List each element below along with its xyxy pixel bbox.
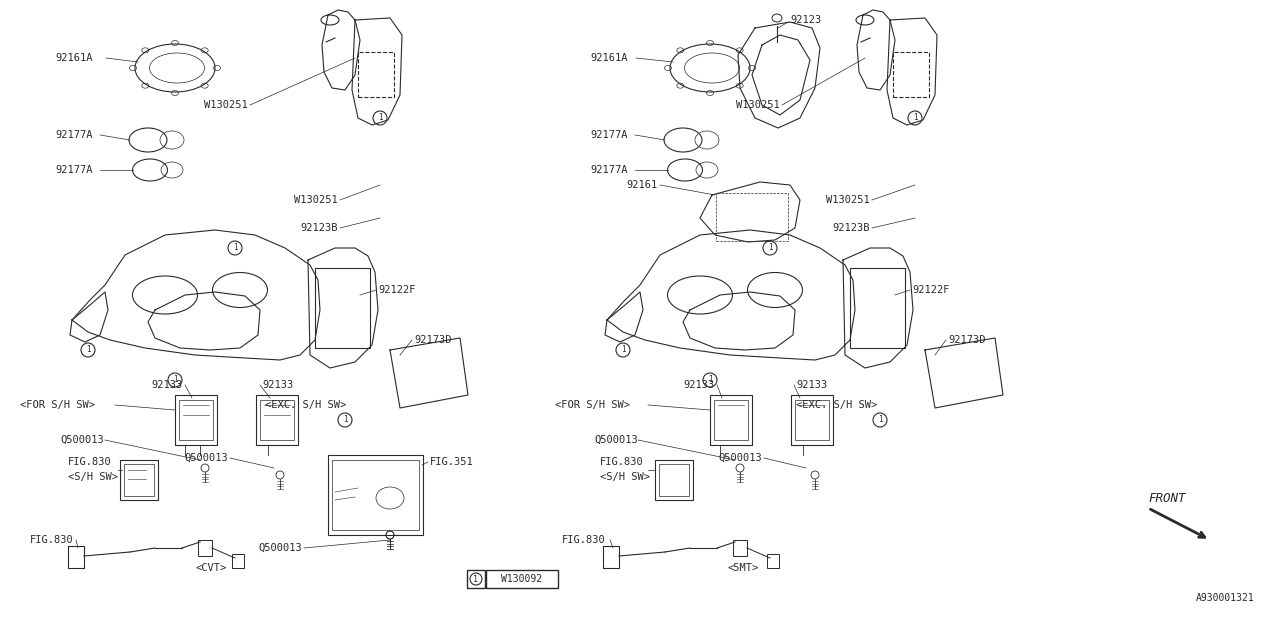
Text: W130251: W130251: [827, 195, 870, 205]
Bar: [260, 400, 294, 440]
Text: FIG.830: FIG.830: [29, 535, 74, 545]
Bar: [179, 400, 212, 440]
Text: 92161: 92161: [627, 180, 658, 190]
Text: FRONT: FRONT: [1148, 492, 1185, 504]
Bar: [655, 460, 692, 500]
Bar: [124, 464, 154, 496]
Text: 1: 1: [474, 575, 479, 584]
Text: 1: 1: [708, 376, 712, 385]
Text: 92161A: 92161A: [590, 53, 627, 63]
Text: <EXC. S/H SW>: <EXC. S/H SW>: [796, 400, 877, 410]
Text: 92133: 92133: [152, 380, 183, 390]
Bar: [714, 400, 748, 440]
Bar: [358, 52, 394, 97]
Text: Q500013: Q500013: [259, 543, 302, 553]
Text: Q500013: Q500013: [60, 435, 104, 445]
Text: 92173D: 92173D: [413, 335, 452, 345]
Text: <5MT>: <5MT>: [728, 563, 759, 573]
Bar: [795, 400, 829, 440]
Bar: [332, 460, 419, 530]
Text: 92177A: 92177A: [55, 130, 92, 140]
Bar: [791, 395, 833, 445]
Text: A930001321: A930001321: [1197, 593, 1254, 603]
Text: FIG.830: FIG.830: [562, 535, 605, 545]
Text: 92173D: 92173D: [948, 335, 986, 345]
Bar: [232, 554, 244, 568]
Text: <EXC. S/H SW>: <EXC. S/H SW>: [265, 400, 347, 410]
Text: <FOR S/H SW>: <FOR S/H SW>: [556, 400, 630, 410]
Text: 92122F: 92122F: [378, 285, 416, 295]
Text: Q500013: Q500013: [718, 453, 762, 463]
Text: 1: 1: [378, 113, 383, 122]
Text: 92133: 92133: [684, 380, 716, 390]
Bar: [659, 464, 689, 496]
Text: 1: 1: [233, 243, 237, 253]
Bar: [467, 570, 485, 588]
Bar: [710, 395, 753, 445]
Text: FIG.830: FIG.830: [600, 457, 644, 467]
Text: 1: 1: [621, 346, 626, 355]
Bar: [256, 395, 298, 445]
Text: <S/H SW>: <S/H SW>: [68, 472, 118, 482]
Bar: [120, 460, 157, 500]
Text: W130251: W130251: [736, 100, 780, 110]
Text: 92122F: 92122F: [911, 285, 950, 295]
Bar: [850, 268, 905, 348]
Bar: [893, 52, 929, 97]
Bar: [315, 268, 370, 348]
Text: 92123B: 92123B: [301, 223, 338, 233]
Text: 1: 1: [878, 415, 882, 424]
Bar: [486, 570, 558, 588]
Bar: [198, 540, 212, 556]
Text: FIG.351: FIG.351: [430, 457, 474, 467]
Bar: [767, 554, 780, 568]
Text: 92133: 92133: [262, 380, 293, 390]
Text: Q500013: Q500013: [184, 453, 228, 463]
Text: W130251: W130251: [205, 100, 248, 110]
Bar: [733, 540, 748, 556]
Text: 92161A: 92161A: [55, 53, 92, 63]
Bar: [175, 395, 218, 445]
Text: 92133: 92133: [796, 380, 827, 390]
Text: Q500013: Q500013: [594, 435, 637, 445]
Text: 92123B: 92123B: [832, 223, 870, 233]
Text: <CVT>: <CVT>: [195, 563, 227, 573]
Text: 92177A: 92177A: [590, 165, 627, 175]
Text: 1: 1: [913, 113, 918, 122]
Text: 1: 1: [173, 376, 178, 385]
Bar: [716, 193, 788, 241]
Text: W130251: W130251: [294, 195, 338, 205]
Text: W130092: W130092: [502, 574, 543, 584]
Text: 1: 1: [86, 346, 91, 355]
Text: 92177A: 92177A: [590, 130, 627, 140]
Bar: [328, 455, 422, 535]
Text: <FOR S/H SW>: <FOR S/H SW>: [20, 400, 95, 410]
Text: 92123: 92123: [790, 15, 822, 25]
Text: <S/H SW>: <S/H SW>: [600, 472, 650, 482]
Text: FIG.830: FIG.830: [68, 457, 111, 467]
Text: 1: 1: [768, 243, 772, 253]
Text: 1: 1: [343, 415, 347, 424]
Text: 92177A: 92177A: [55, 165, 92, 175]
